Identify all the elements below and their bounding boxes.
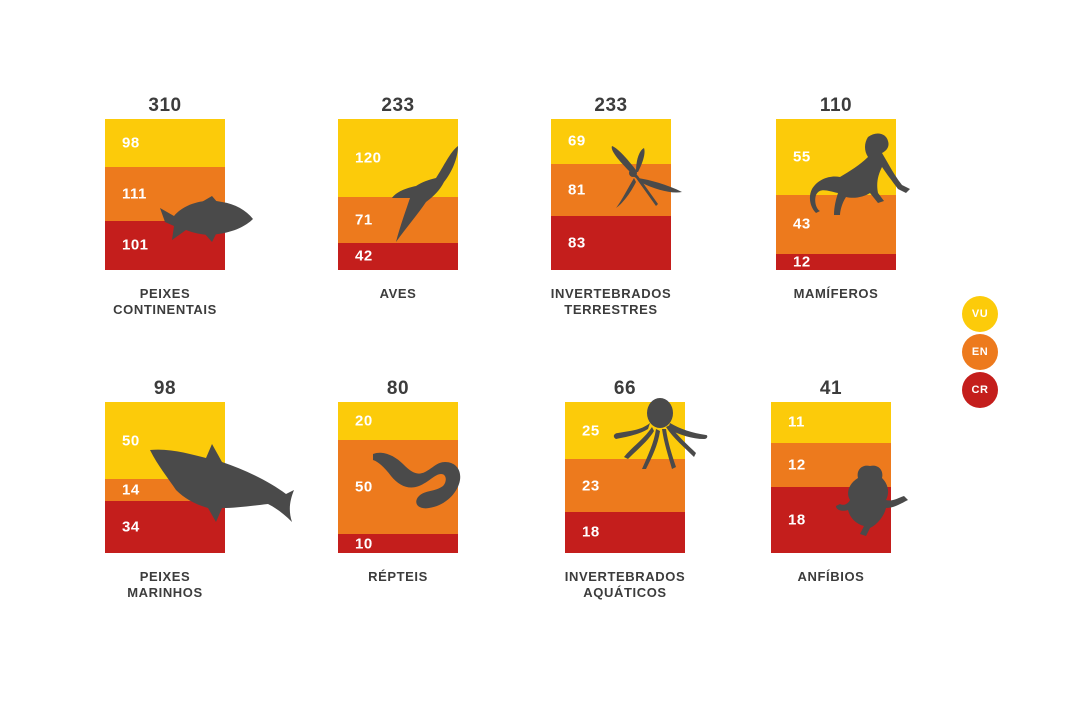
segment-value-label: 50 [122,432,140,450]
segment-value-label: 71 [355,211,373,229]
bar-segment-cr [338,534,458,553]
total-label: 66 [613,378,637,399]
stacked-bar: 50 14 34 [105,402,225,553]
chart-panel: 233 120 71 42 AVES [338,95,538,325]
segment-value-label: 55 [793,148,811,166]
segment-value-label: 81 [568,181,586,199]
stacked-bar: 120 71 42 [338,119,458,270]
chart-panel: 110 55 43 12 MAMÍFEROS [776,95,976,325]
segment-value-label: 101 [122,236,149,254]
stacked-bar: 69 81 83 [551,119,671,270]
segment-value-label: 18 [788,511,806,529]
category-label: ANFÍBIOS [797,569,865,584]
segment-value-label: 18 [582,523,600,541]
chart-panel: 41 11 12 18 ANFÍBIOS [771,378,971,608]
bar-segment-vu [105,119,225,167]
total-label: 310 [148,95,182,116]
segment-value-label: 23 [582,477,600,494]
total-label: 80 [386,378,410,399]
chart-panel: 233 69 81 83 INVERTEBRADOS TERRESTRES [551,95,751,325]
segment-value-label: 14 [122,481,140,499]
legend-en: EN [962,334,998,370]
legend-cr: CR [962,372,998,408]
segment-value-label: 10 [355,535,373,553]
category-label: AVES [379,286,417,301]
bar-segment-cr [551,216,671,270]
segment-value-label: 20 [355,412,373,430]
category-label: RÉPTEIS [368,569,428,584]
segment-value-label: 12 [788,456,806,474]
total-label: 110 [819,95,853,116]
bar-segment-vu [771,402,891,443]
segment-value-label: 11 [788,413,805,431]
segment-value-label: 42 [355,247,373,265]
segment-value-label: 98 [122,134,140,152]
total-label: 98 [153,378,177,399]
bar-segment-cr [338,242,458,270]
bar-segment-vu [551,119,671,164]
segment-value-label: 83 [568,234,586,252]
segment-value-label: 34 [122,518,140,536]
total-label: 41 [819,378,843,399]
bar-segment-cr [776,253,896,270]
segment-value-label: 50 [355,478,373,496]
total-label: 233 [594,95,628,116]
category-label: INVERTEBRADOS AQUÁTICOS [564,569,686,600]
chart-panel: 310 98 111 101 PEIXES CONTINENTAIS [105,95,305,325]
segment-value-label: 111 [122,185,147,203]
category-label: PEIXES MARINHOS [127,569,203,600]
total-label: 233 [381,95,415,116]
segment-value-label: 12 [793,253,811,271]
segment-value-label: 25 [582,422,600,440]
stacked-bar: 25 23 18 [565,402,685,553]
segment-value-label: 120 [355,149,382,167]
chart-panel: 80 20 50 10 RÉPTEIS [338,378,538,608]
stacked-bar: 11 12 18 [771,402,891,553]
category-label: MAMÍFEROS [793,286,879,301]
stacked-bar: 55 43 12 [776,119,896,270]
stacked-bar: 20 50 10 [338,402,458,553]
segment-value-label: 69 [568,132,586,150]
bar-segment-vu [338,402,458,440]
legend-vu: VU [962,296,998,332]
chart-panel: 98 50 14 34 PEIXES MARINHOS [105,378,305,608]
category-label: INVERTEBRADOS TERRESTRES [550,286,672,317]
stacked-bar: 98 111 101 [105,119,225,270]
segment-value-label: 43 [793,215,811,233]
category-label: PEIXES CONTINENTAIS [113,286,217,317]
bar-segment-cr [565,511,685,553]
